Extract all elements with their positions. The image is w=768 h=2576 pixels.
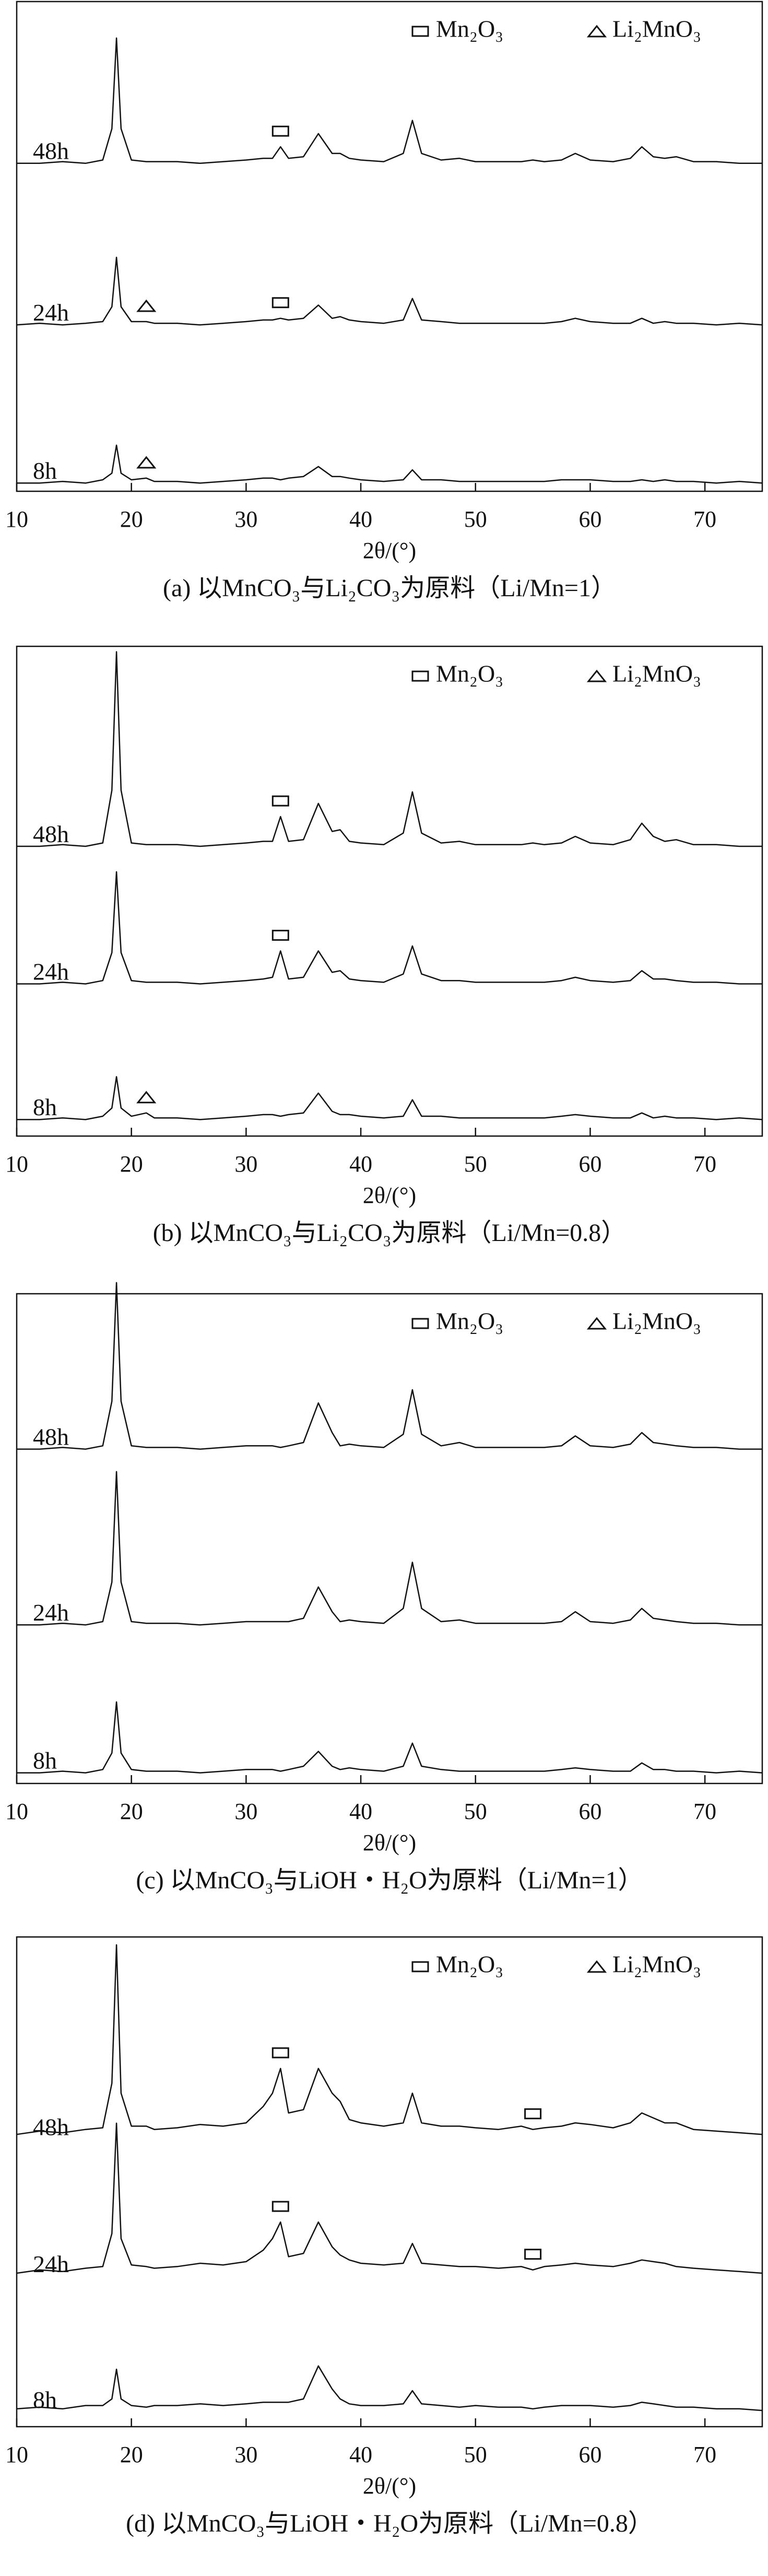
- xrd-pattern: [17, 871, 762, 985]
- legend-label: Li₂MnO₃: [612, 1951, 701, 1978]
- x-axis-label: 2θ/(°): [363, 2473, 416, 2499]
- series-label: 48h: [33, 138, 69, 164]
- phase-marker: [271, 297, 289, 309]
- phase-marker: [136, 1091, 157, 1104]
- xrd-pattern: [17, 37, 762, 164]
- series-label: 8h: [33, 1747, 57, 1774]
- legend-label: Mn₂O₃: [436, 1951, 503, 1978]
- x-tick-label: 10: [5, 1799, 28, 1824]
- x-tick-label: 40: [349, 1151, 372, 1177]
- x-tick-label: 10: [5, 506, 28, 532]
- x-tick-label: 70: [693, 2442, 716, 2467]
- x-tick-label: 50: [464, 506, 487, 532]
- x-tick-label: 20: [120, 1151, 143, 1177]
- x-tick-label: 70: [693, 506, 716, 532]
- x-tick-label: 30: [234, 1151, 257, 1177]
- legend-label: Mn₂O₃: [436, 16, 503, 42]
- series-label: 24h: [33, 1599, 69, 1626]
- legend-label: Li₂MnO₃: [612, 660, 701, 687]
- xrd-pattern: [16, 1944, 763, 2135]
- panel: 10 20 30 40 50 60 70 2θ/(°) (d) 以MnCO₃与LiOH・H₂O为…: [5, 1936, 763, 2537]
- plot-frame: [16, 1936, 763, 2428]
- phase-marker: [271, 929, 289, 941]
- x-tick-label: 10: [5, 1151, 28, 1177]
- x-tick-label: 70: [693, 1799, 716, 1824]
- phase-marker: [271, 795, 289, 807]
- series-label: 48h: [33, 1423, 69, 1450]
- caption: (a) 以MnCO₃与Li₂CO₃为原料（Li/Mn=1）: [163, 574, 616, 602]
- caption: (d) 以MnCO₃与LiOH・H₂O为原料（Li/Mn=0.8）: [126, 2510, 653, 2537]
- x-tick-label: 30: [234, 506, 257, 532]
- legend-label: Li₂MnO₃: [612, 16, 701, 42]
- x-tick-label: 60: [578, 1151, 601, 1177]
- xrd-pattern: [17, 651, 762, 847]
- legend-symbol: [411, 26, 429, 37]
- x-tick-label: 60: [578, 506, 601, 532]
- x-tick-label: 50: [464, 2442, 487, 2467]
- x-tick-label: 30: [234, 1799, 257, 1824]
- series-label: 8h: [33, 2386, 57, 2413]
- series-label: 24h: [33, 299, 69, 326]
- series-label: 8h: [33, 457, 57, 484]
- x-tick-label: 20: [120, 2442, 143, 2467]
- legend-symbol: [586, 1317, 607, 1330]
- plot-frame: [16, 1, 763, 492]
- legend-label: Li₂MnO₃: [612, 1308, 701, 1334]
- x-axis-label: 2θ/(°): [363, 538, 416, 563]
- xrd-pattern: [17, 1471, 762, 1626]
- caption: (b) 以MnCO₃与Li₂CO₃为原料（Li/Mn=0.8）: [153, 1219, 627, 1247]
- xrd-pattern: [16, 256, 763, 326]
- xrd-pattern: [16, 2122, 763, 2274]
- caption: (c) 以MnCO₃与LiOH・H₂O为原料（Li/Mn=1）: [136, 1866, 643, 1894]
- legend-label: Mn₂O₃: [436, 660, 503, 687]
- phase-marker: [271, 2201, 289, 2212]
- x-tick-label: 10: [5, 2442, 28, 2467]
- series-label: 24h: [33, 958, 69, 985]
- phase-marker: [136, 299, 157, 312]
- panel: 10 20 30 40 50 60 70 2θ/(°) (c) 以MnCO₃与LiOH・H₂O为…: [5, 1282, 763, 1894]
- legend-symbol: [411, 1961, 429, 1972]
- xrd-pattern: [17, 1076, 763, 1120]
- legend-label: Mn₂O₃: [436, 1308, 503, 1334]
- legend-symbol: [586, 1960, 607, 1973]
- phase-marker: [136, 456, 157, 469]
- x-tick-label: 50: [464, 1799, 487, 1824]
- x-tick-label: 70: [693, 1151, 716, 1177]
- series-label: 48h: [33, 2114, 69, 2141]
- phase-marker: [524, 2108, 542, 2120]
- x-tick-label: 60: [578, 1799, 601, 1824]
- phase-marker: [271, 2047, 289, 2059]
- x-axis-label: 2θ/(°): [363, 1830, 416, 1856]
- x-axis-label: 2θ/(°): [363, 1183, 416, 1208]
- x-tick-label: 30: [234, 2442, 257, 2467]
- xrd-pattern: [17, 1282, 762, 1450]
- x-tick-label: 60: [578, 2442, 601, 2467]
- legend-symbol: [586, 25, 607, 38]
- xrd-pattern: [16, 2365, 763, 2412]
- xrd-pattern: [17, 444, 763, 484]
- phase-marker: [271, 125, 289, 137]
- x-tick-label: 40: [349, 2442, 372, 2467]
- plot-frame: [16, 1293, 763, 1785]
- legend-symbol: [411, 670, 429, 682]
- x-tick-label: 40: [349, 1799, 372, 1824]
- legend-symbol: [411, 1318, 429, 1329]
- series-label: 8h: [33, 1094, 57, 1120]
- x-tick-label: 50: [464, 1151, 487, 1177]
- series-label: 24h: [33, 2251, 69, 2277]
- legend-symbol: [586, 669, 607, 682]
- x-tick-label: 20: [120, 1799, 143, 1824]
- x-tick-label: 20: [120, 506, 143, 532]
- series-label: 48h: [33, 821, 69, 847]
- panel: 10 20 30 40 50 60 70 2θ/(°) (b) 以MnCO₃与Li₂CO₃为原料…: [5, 645, 763, 1247]
- plot-frame: [16, 645, 763, 1137]
- xrd-pattern: [17, 1701, 763, 1774]
- phase-marker: [524, 2249, 542, 2260]
- panel: 10 20 30 40 50 60 70 2θ/(°) (a) 以MnCO₃与Li₂CO₃为原料…: [5, 1, 763, 602]
- x-tick-label: 40: [349, 506, 372, 532]
